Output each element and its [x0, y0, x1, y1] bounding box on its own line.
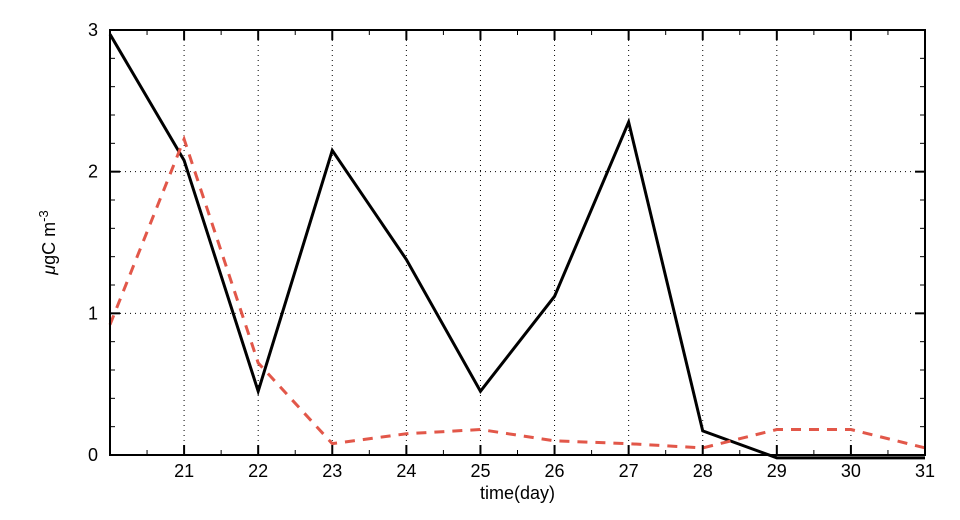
- ytick-label: 2: [88, 162, 98, 182]
- xtick-label: 21: [174, 461, 194, 481]
- ytick-label: 1: [88, 303, 98, 323]
- x-axis-label: time(day): [480, 483, 555, 503]
- xtick-label: 24: [396, 461, 416, 481]
- line-chart: 21222324252627282930310123time(day)μgC m…: [0, 0, 960, 520]
- xtick-label: 29: [767, 461, 787, 481]
- xtick-label: 30: [841, 461, 861, 481]
- xtick-label: 28: [693, 461, 713, 481]
- xtick-label: 23: [322, 461, 342, 481]
- ytick-label: 3: [88, 20, 98, 40]
- xtick-label: 27: [619, 461, 639, 481]
- xtick-label: 22: [248, 461, 268, 481]
- xtick-label: 26: [545, 461, 565, 481]
- xtick-label: 31: [915, 461, 935, 481]
- xtick-label: 25: [470, 461, 490, 481]
- ytick-label: 0: [88, 445, 98, 465]
